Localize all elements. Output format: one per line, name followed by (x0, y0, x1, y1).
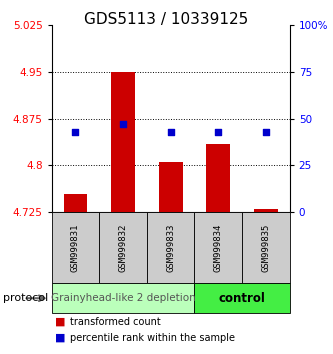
Point (121, 121, 126, 127)
Text: GDS5113 / 10339125: GDS5113 / 10339125 (84, 12, 249, 27)
Bar (52, 212, 99, 283)
Bar (254, 209, 278, 212)
Point (263, 129, 268, 135)
Point (73, 129, 78, 135)
Text: GSM999834: GSM999834 (214, 224, 223, 272)
Text: ■: ■ (55, 333, 66, 343)
Text: GSM999833: GSM999833 (166, 224, 175, 272)
Text: percentile rank within the sample: percentile rank within the sample (70, 333, 235, 343)
Text: protocol: protocol (3, 293, 49, 303)
Text: control: control (219, 292, 265, 305)
Bar (206, 144, 230, 212)
Text: GSM999835: GSM999835 (261, 224, 270, 272)
Text: transformed count: transformed count (70, 317, 161, 327)
Bar (52, 283, 194, 313)
Text: GSM999831: GSM999831 (71, 224, 80, 272)
Bar (99, 212, 147, 283)
Text: GSM999832: GSM999832 (119, 224, 128, 272)
Bar (111, 72, 135, 212)
Bar (194, 212, 242, 283)
Text: ■: ■ (55, 317, 66, 327)
Bar (194, 283, 290, 313)
Bar (159, 162, 182, 212)
Point (168, 129, 173, 135)
Bar (242, 212, 290, 283)
Bar (64, 194, 87, 212)
Bar (147, 212, 194, 283)
Text: Grainyhead-like 2 depletion: Grainyhead-like 2 depletion (51, 293, 195, 303)
Point (216, 129, 221, 135)
